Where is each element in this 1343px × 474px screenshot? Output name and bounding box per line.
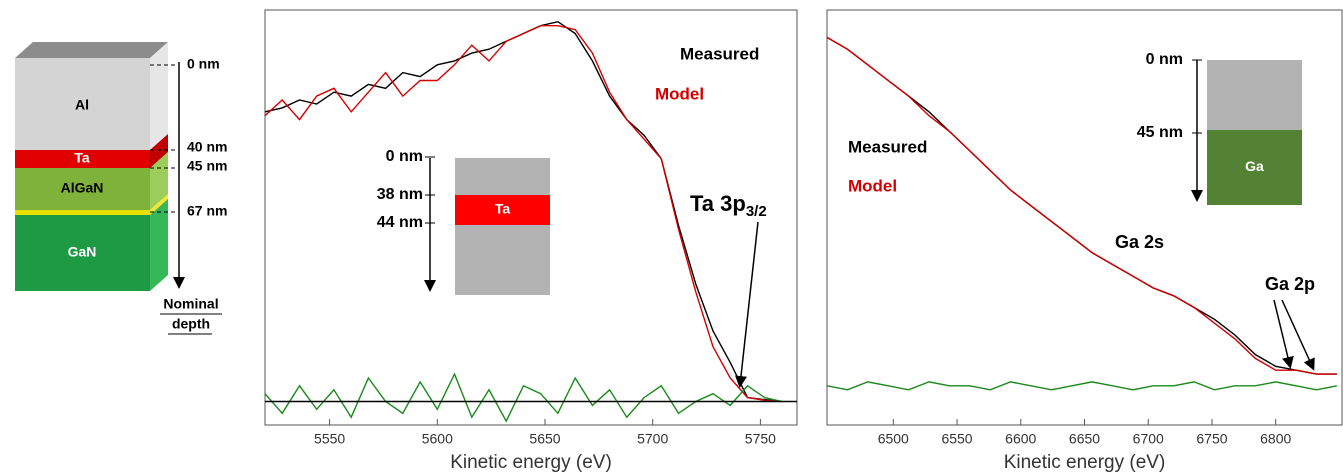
- depth-label: 45 nm: [187, 158, 227, 174]
- x-tick-label: 6600: [1005, 431, 1036, 447]
- x-tick-label: 6750: [1196, 431, 1227, 447]
- inset-depth-label: 44 nm: [377, 214, 423, 231]
- inset-layer: [455, 158, 550, 295]
- annotation-text: Ga 2s: [1115, 232, 1164, 252]
- inset-layer-label: Ga: [1245, 158, 1264, 174]
- inset-depth-label: 0 nm: [1146, 51, 1183, 68]
- x-tick-label: 5750: [745, 431, 776, 447]
- inset-depth-label: 45 nm: [1137, 124, 1183, 141]
- x-tick-label: 6550: [941, 431, 972, 447]
- series-line: [826, 36, 1337, 375]
- annotation-text: Ta 3p: [690, 191, 746, 216]
- inset-layer-label: Ta: [495, 201, 511, 217]
- annotation-arrow: [1281, 299, 1315, 371]
- axis-label: Nominal: [163, 296, 218, 312]
- x-tick-label: 6650: [1069, 431, 1100, 447]
- legend-entry: Measured: [680, 44, 759, 63]
- depth-label: 67 nm: [187, 203, 227, 219]
- series-line: [826, 381, 1338, 391]
- series-line: [264, 25, 782, 403]
- inset-layer: [455, 195, 550, 225]
- legend-entry: Model: [848, 176, 897, 195]
- annotation-subscript: 3/2: [746, 203, 767, 220]
- annotation: Ga 2s: [1115, 232, 1164, 252]
- annotation-arrow: [735, 221, 759, 388]
- axis-label: depth: [172, 316, 210, 332]
- x-axis-label: Kinetic energy (eV): [1004, 452, 1166, 473]
- annotation-arrow: [1273, 299, 1294, 369]
- annotation: Ga 2p: [1265, 274, 1315, 294]
- inset-layer: [1207, 130, 1302, 205]
- layer-label: GaN: [68, 244, 97, 260]
- layer-label: AlGaN: [61, 180, 104, 196]
- depth-label: 0 nm: [187, 56, 220, 72]
- x-tick-label: 6500: [878, 431, 909, 447]
- x-axis-label: Kinetic energy (eV): [450, 452, 612, 473]
- plot-frame: [264, 9, 798, 426]
- annotation-text: Ga 2p: [1265, 274, 1315, 294]
- x-tick-label: 5650: [529, 431, 560, 447]
- inset-depth-label: 0 nm: [386, 148, 423, 165]
- inset-depth-label: 38 nm: [377, 186, 423, 203]
- x-tick-label: 5600: [422, 431, 453, 447]
- depth-label: 40 nm: [187, 139, 227, 155]
- series-line: [264, 372, 783, 423]
- layer-stack: [15, 42, 222, 335]
- layer-label: Al: [75, 97, 89, 113]
- x-tick-label: 5550: [314, 431, 345, 447]
- x-tick-label: 6800: [1260, 431, 1291, 447]
- x-tick-label: 6700: [1133, 431, 1164, 447]
- x-tick-label: 5700: [637, 431, 668, 447]
- annotation: Ta 3p3/2: [690, 191, 767, 220]
- layer-label: Ta: [74, 150, 90, 166]
- legend-entry: Model: [655, 84, 704, 103]
- legend-entry: Measured: [848, 137, 927, 156]
